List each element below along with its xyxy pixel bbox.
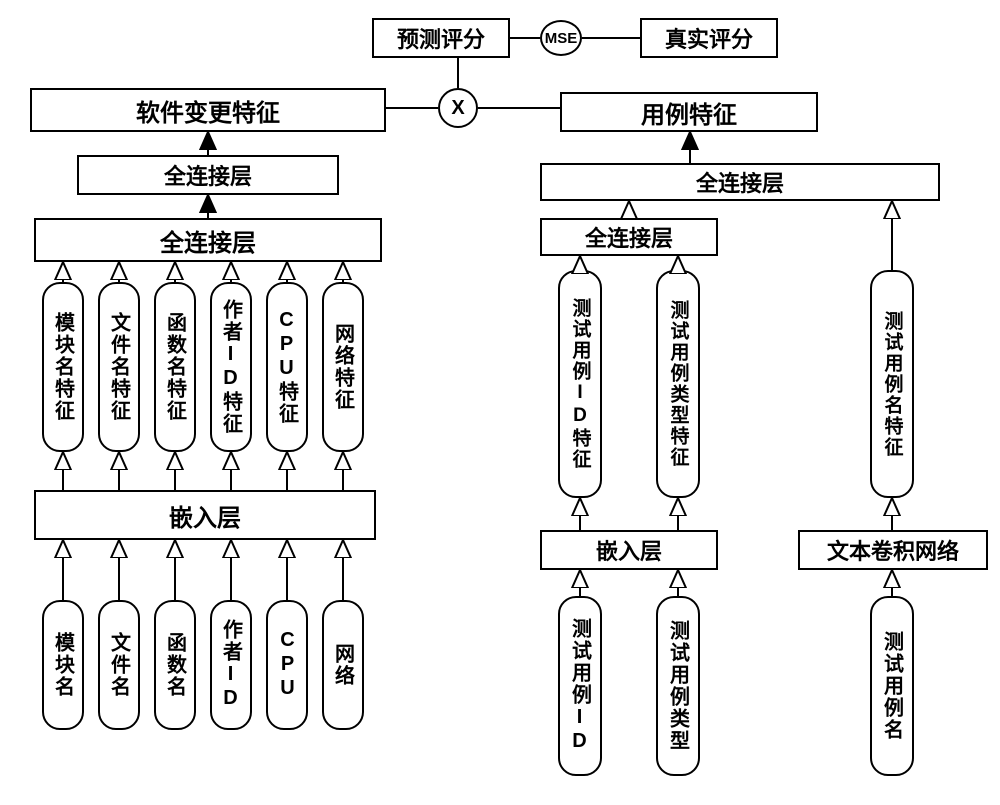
right-input-2-label: 测试用例名: [878, 631, 907, 741]
sw-change-feat-box: 软件变更特征: [30, 88, 386, 132]
left-fc2-box: 全连接层: [34, 218, 382, 262]
left-feat-1-label: 文件名特征: [105, 312, 134, 422]
pred-score-label: 预测评分: [397, 22, 485, 54]
mse-circle: MSE: [540, 20, 582, 56]
right-input-1: 测试用例类型: [656, 596, 700, 776]
left-input-3-label: 作者ID: [217, 619, 246, 711]
left-feat-0: 模块名特征: [42, 282, 84, 452]
left-feat-2-label: 函数名特征: [161, 312, 190, 422]
left-input-1-label: 文件名: [105, 632, 134, 698]
left-fc2-label: 全连接层: [160, 223, 256, 258]
left-input-2: 函数名: [154, 600, 196, 730]
right-feat-2-label: 测试用例名特征: [879, 311, 906, 458]
right-feat-1: 测试用例类型特征: [656, 270, 700, 498]
right-feat-0: 测试用例ID特征: [558, 270, 602, 498]
right-feat-2: 测试用例名特征: [870, 270, 914, 498]
left-input-2-label: 函数名: [161, 632, 190, 698]
left-feat-3: 作者ID特征: [210, 282, 252, 452]
left-feat-5-label: 网络特征: [329, 323, 358, 411]
left-input-1: 文件名: [98, 600, 140, 730]
left-feat-4: CPU特征: [266, 282, 308, 452]
right-input-2: 测试用例名: [870, 596, 914, 776]
right-fc-inner-box: 全连接层: [540, 218, 718, 256]
true-score-box: 真实评分: [640, 18, 778, 58]
true-score-label: 真实评分: [665, 22, 753, 54]
left-input-4-label: CPU: [276, 629, 299, 701]
right-input-0-label: 测试用例ID: [566, 618, 595, 754]
left-feat-5: 网络特征: [322, 282, 364, 452]
left-feat-3-label: 作者ID特征: [217, 299, 246, 435]
x-label: X: [451, 97, 464, 120]
case-feat-label: 用例特征: [641, 95, 737, 130]
textcnn-box: 文本卷积网络: [798, 530, 988, 570]
right-feat-0-label: 测试用例ID特征: [567, 298, 594, 470]
left-embed-box: 嵌入层: [34, 490, 376, 540]
pred-score-box: 预测评分: [372, 18, 510, 58]
case-feat-box: 用例特征: [560, 92, 818, 132]
left-fc1-label: 全连接层: [164, 159, 252, 191]
left-input-0-label: 模块名: [49, 632, 78, 698]
left-embed-label: 嵌入层: [169, 498, 241, 533]
left-feat-1: 文件名特征: [98, 282, 140, 452]
textcnn-label: 文本卷积网络: [827, 534, 959, 566]
left-input-0: 模块名: [42, 600, 84, 730]
left-input-5: 网络: [322, 600, 364, 730]
left-input-5-label: 网络: [329, 643, 358, 687]
left-feat-0-label: 模块名特征: [49, 312, 78, 422]
left-feat-2: 函数名特征: [154, 282, 196, 452]
right-input-1-label: 测试用例类型: [664, 620, 693, 752]
mse-label: MSE: [545, 30, 578, 47]
right-embed-box: 嵌入层: [540, 530, 718, 570]
left-feat-4-label: CPU特征: [273, 309, 302, 425]
x-circle: X: [438, 88, 478, 128]
right-fc-upper-label: 全连接层: [696, 166, 784, 198]
left-fc1-box: 全连接层: [77, 155, 339, 195]
left-input-4: CPU: [266, 600, 308, 730]
left-input-3: 作者ID: [210, 600, 252, 730]
right-fc-upper-box: 全连接层: [540, 163, 940, 201]
sw-change-feat-label: 软件变更特征: [136, 93, 280, 128]
right-embed-label: 嵌入层: [596, 534, 662, 566]
right-input-0: 测试用例ID: [558, 596, 602, 776]
right-fc-inner-label: 全连接层: [585, 221, 673, 253]
right-feat-1-label: 测试用例类型特征: [665, 300, 692, 468]
